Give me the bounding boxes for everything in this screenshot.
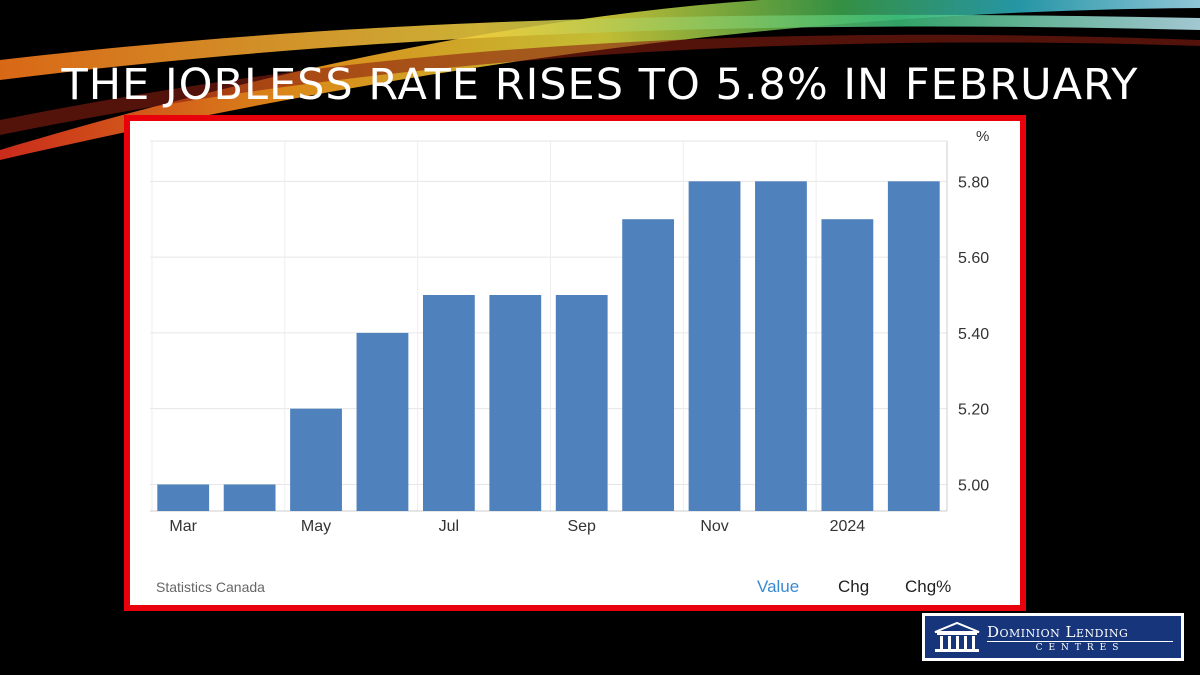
y-tick-label: 5.40 bbox=[958, 326, 989, 343]
x-tick-label: 2024 bbox=[830, 518, 866, 535]
tab-value[interactable]: Value bbox=[757, 577, 800, 596]
bar bbox=[555, 295, 608, 511]
bar bbox=[489, 295, 542, 511]
x-tick-label: May bbox=[301, 518, 331, 535]
bar-chart: 5.00 5.20 5.40 5.60 5.80% Mar May Jul Sep Nov 2024 bbox=[150, 128, 989, 535]
bar bbox=[622, 219, 675, 512]
building-icon bbox=[934, 621, 980, 652]
bar bbox=[157, 484, 210, 511]
bar bbox=[422, 295, 475, 511]
logo-name: Dominion Lending bbox=[987, 623, 1129, 641]
bar bbox=[755, 181, 807, 511]
logo-subtitle: CENTRES bbox=[1035, 643, 1125, 653]
y-tick-label: 5.00 bbox=[958, 477, 989, 494]
decorative-swoosh bbox=[0, 0, 1200, 160]
y-tick-label: 5.20 bbox=[958, 402, 989, 419]
y-tick-label: 5.80 bbox=[958, 174, 989, 191]
x-tick-label: Jul bbox=[439, 518, 459, 535]
chart-frame: 5.00 5.20 5.40 5.60 5.80% Mar May Jul Sep Nov 2024… bbox=[124, 115, 1026, 611]
bar bbox=[356, 332, 409, 511]
bar bbox=[688, 181, 741, 511]
tab-chg[interactable]: Chg bbox=[838, 577, 870, 596]
x-tick-label: Nov bbox=[700, 518, 728, 535]
chart-source: Statistics Canada bbox=[156, 579, 265, 595]
bar bbox=[887, 181, 940, 511]
bar bbox=[223, 484, 276, 511]
tab-chg-percent[interactable]: Chg% bbox=[905, 577, 952, 596]
x-tick-label: Mar bbox=[169, 518, 197, 535]
dominion-lending-logo: Dominion Lending CENTRES bbox=[922, 613, 1184, 661]
logo-divider bbox=[987, 641, 1173, 642]
bar bbox=[290, 408, 342, 511]
x-tick-label: Sep bbox=[567, 518, 596, 535]
y-tick-label: 5.60 bbox=[958, 250, 989, 267]
slide-title: THE JOBLESS RATE RISES TO 5.8% IN FEBRUA… bbox=[61, 60, 1139, 110]
y-unit-label: % bbox=[976, 128, 989, 145]
bar bbox=[821, 219, 874, 512]
